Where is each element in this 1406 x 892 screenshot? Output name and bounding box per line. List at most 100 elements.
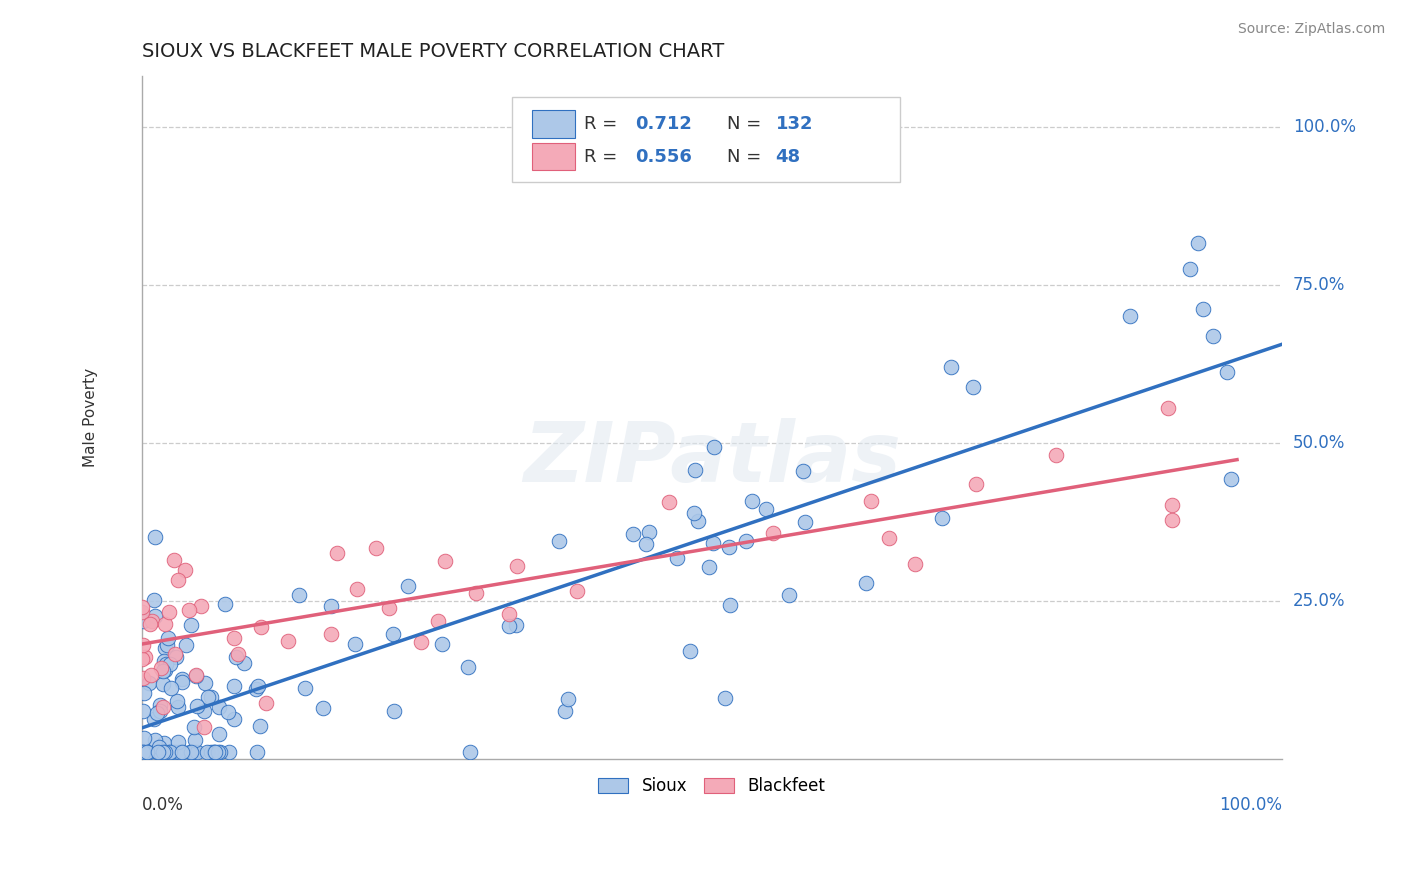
Point	[717, 540, 740, 554]
Point	[735, 534, 758, 549]
Point	[152, 654, 174, 668]
Point	[179, 746, 201, 760]
Point	[965, 477, 987, 491]
Text: Male Poverty: Male Poverty	[83, 368, 98, 467]
Point	[1180, 261, 1202, 276]
Point	[177, 602, 200, 616]
Text: ZIPatlas: ZIPatlas	[523, 418, 901, 499]
Point	[153, 617, 176, 632]
Point	[217, 705, 239, 719]
Point	[312, 701, 335, 715]
Point	[741, 494, 763, 508]
Point	[396, 578, 419, 592]
Point	[184, 732, 207, 747]
Point	[458, 746, 481, 760]
Point	[153, 664, 176, 678]
Point	[134, 746, 156, 760]
Point	[294, 681, 316, 695]
Point	[132, 686, 155, 700]
Point	[132, 746, 155, 760]
Point	[186, 746, 208, 760]
Point	[167, 746, 190, 760]
Point	[166, 694, 188, 708]
Point	[755, 502, 778, 516]
Point	[184, 667, 207, 681]
Point	[860, 493, 883, 508]
Point	[146, 746, 169, 760]
Point	[1161, 498, 1184, 512]
Point	[184, 668, 207, 682]
Point	[160, 681, 183, 696]
Point	[152, 699, 174, 714]
Point	[464, 586, 486, 600]
Point	[141, 615, 163, 629]
Point	[246, 679, 269, 693]
Point	[132, 671, 155, 685]
Point	[157, 605, 180, 619]
Point	[683, 507, 706, 521]
Point	[152, 746, 174, 760]
Point	[685, 463, 707, 477]
Point	[142, 712, 165, 726]
Point	[165, 649, 187, 664]
Point	[165, 746, 187, 760]
Point	[134, 649, 156, 664]
Point	[159, 657, 181, 672]
Point	[145, 706, 167, 721]
Point	[249, 719, 271, 733]
Point	[169, 746, 191, 760]
Point	[134, 731, 156, 746]
Point	[686, 514, 709, 528]
Point	[193, 720, 215, 734]
Point	[904, 558, 927, 572]
Point	[697, 560, 720, 574]
Point	[427, 614, 450, 628]
Point	[139, 617, 162, 632]
Point	[665, 550, 688, 565]
Point	[637, 525, 659, 540]
Point	[148, 739, 170, 754]
Point	[157, 631, 180, 645]
Point	[321, 599, 343, 613]
Point	[225, 650, 247, 665]
Point	[143, 609, 166, 624]
Point	[163, 552, 186, 566]
Point	[326, 546, 349, 560]
Point	[233, 656, 256, 670]
Point	[200, 746, 222, 760]
Point	[167, 735, 190, 749]
Point	[505, 618, 527, 632]
FancyBboxPatch shape	[531, 111, 575, 137]
Point	[204, 746, 226, 760]
Point	[962, 380, 984, 394]
Point	[202, 746, 225, 760]
Point	[554, 704, 576, 718]
Point	[170, 675, 193, 690]
Point	[679, 644, 702, 658]
Point	[204, 746, 226, 760]
Point	[149, 746, 172, 760]
Point	[141, 668, 163, 682]
Point	[209, 746, 232, 760]
Point	[226, 647, 249, 661]
Point	[179, 746, 201, 760]
Point	[153, 746, 176, 760]
Point	[131, 652, 153, 666]
Text: R =: R =	[583, 148, 623, 166]
Point	[222, 680, 245, 694]
Point	[1216, 365, 1239, 379]
Point	[714, 690, 737, 705]
Point	[218, 746, 240, 760]
Point	[346, 582, 368, 596]
Point	[200, 690, 222, 705]
Text: 48: 48	[776, 148, 801, 166]
Point	[208, 727, 231, 741]
Point	[152, 677, 174, 691]
Point	[718, 598, 741, 612]
Point	[222, 712, 245, 726]
Point	[381, 626, 404, 640]
Point	[434, 554, 457, 568]
FancyBboxPatch shape	[531, 143, 575, 170]
Point	[1219, 472, 1241, 486]
Point	[138, 676, 160, 690]
